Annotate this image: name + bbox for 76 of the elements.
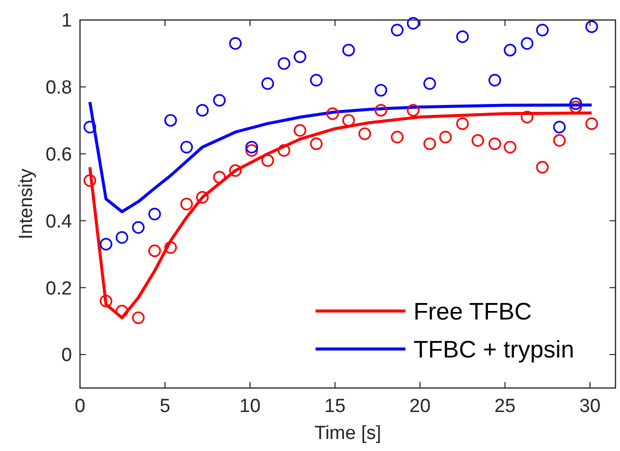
point xyxy=(585,117,598,130)
point xyxy=(423,77,436,90)
x-tick-label: 5 xyxy=(160,396,170,417)
point xyxy=(148,208,161,220)
point xyxy=(326,107,339,120)
point xyxy=(294,124,306,137)
point xyxy=(520,37,534,50)
point xyxy=(504,44,516,56)
point xyxy=(374,84,388,97)
point xyxy=(520,110,534,124)
point xyxy=(569,100,582,114)
point xyxy=(310,137,323,150)
point xyxy=(488,137,502,150)
point xyxy=(536,24,549,36)
x-tick-label: 30 xyxy=(579,396,601,417)
point xyxy=(585,20,598,33)
y-axis-title: Intensity xyxy=(16,168,37,240)
point xyxy=(472,134,484,147)
y-tick-label: 0.2 xyxy=(46,278,72,300)
x-tick-label: 20 xyxy=(409,396,431,417)
point xyxy=(553,120,566,134)
point xyxy=(148,244,161,258)
y-tick-label: 0.6 xyxy=(46,144,72,166)
point xyxy=(100,294,112,308)
y-tick-label: 0.8 xyxy=(46,78,72,99)
point xyxy=(536,160,549,174)
point xyxy=(213,170,226,184)
legend-label: TFBC + trypsin xyxy=(414,336,574,364)
point xyxy=(278,144,290,157)
x-axis-title: Time [s] xyxy=(314,423,382,444)
point xyxy=(84,174,96,187)
point xyxy=(406,17,420,30)
point xyxy=(456,30,469,44)
point xyxy=(100,238,112,250)
point xyxy=(342,44,355,56)
point xyxy=(180,140,193,154)
point xyxy=(245,144,258,157)
point xyxy=(245,140,258,154)
point xyxy=(310,74,323,87)
point xyxy=(229,164,242,177)
point xyxy=(132,221,145,234)
point xyxy=(504,140,516,154)
point xyxy=(358,127,372,140)
point xyxy=(261,154,274,167)
x-tick-label: 0 xyxy=(74,396,86,417)
point xyxy=(196,104,209,117)
point xyxy=(164,114,177,127)
point xyxy=(261,77,274,90)
point xyxy=(390,130,404,144)
point xyxy=(406,104,420,117)
point xyxy=(390,24,404,36)
x-tick-label: 25 xyxy=(494,396,516,417)
point xyxy=(278,57,290,70)
point xyxy=(164,241,177,254)
point xyxy=(553,134,566,147)
point xyxy=(116,231,128,244)
point xyxy=(180,198,193,210)
point xyxy=(196,191,209,204)
point xyxy=(423,137,436,150)
point xyxy=(294,50,306,64)
point xyxy=(439,130,452,144)
point xyxy=(229,37,242,50)
legend-label: Free TFBC xyxy=(414,298,532,326)
point xyxy=(456,117,469,130)
x-tick-label: 10 xyxy=(239,396,261,417)
y-tick-label: 0.4 xyxy=(46,211,72,232)
point xyxy=(84,120,96,134)
x-tick-label: 15 xyxy=(324,396,346,417)
point xyxy=(132,311,145,324)
point xyxy=(342,114,355,127)
point xyxy=(374,104,388,117)
y-tick-label: 1 xyxy=(61,10,72,32)
y-tick-label: 0 xyxy=(61,345,72,366)
point xyxy=(213,94,226,107)
point xyxy=(488,74,502,87)
point xyxy=(569,97,582,110)
